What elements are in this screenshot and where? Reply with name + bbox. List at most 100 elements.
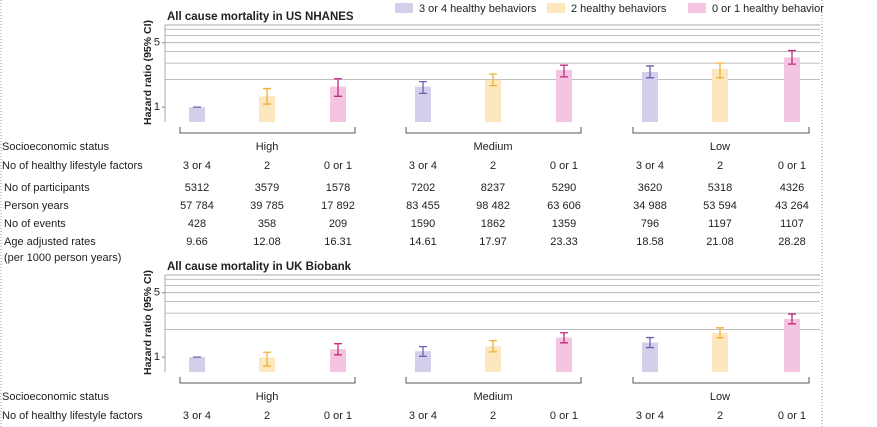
table-cell: 1107: [780, 218, 804, 230]
factor-label: 2: [490, 410, 496, 422]
table-row-label: Age adjusted rates: [4, 236, 96, 248]
y-tick-label: 1: [154, 101, 160, 113]
legend-label: 0 or 1 healthy behavior: [712, 3, 824, 15]
error-bar: [263, 87, 271, 105]
error-bar: [716, 327, 724, 339]
y-tick-label: 5: [154, 37, 160, 49]
group-bracket: [632, 377, 810, 384]
table-row-label: No of events: [4, 218, 66, 230]
factor-label: 2: [490, 160, 496, 172]
group-bracket: [179, 127, 356, 134]
table-row-label: Person years: [4, 200, 69, 212]
row-label: No of healthy lifestyle factors: [2, 160, 143, 172]
table-cell: 9.66: [186, 236, 207, 248]
bar: [784, 319, 800, 372]
table-cell: 5318: [708, 182, 732, 194]
group-bracket: [179, 377, 356, 384]
factor-label: 0 or 1: [324, 410, 352, 422]
row-label: Socioeconomic status: [2, 391, 109, 403]
group-bracket: [405, 377, 582, 384]
table-cell: 8237: [481, 182, 505, 194]
group-label: High: [256, 141, 279, 153]
error-bar: [788, 313, 796, 325]
error-bar: [560, 332, 568, 344]
table-cell: 3620: [638, 182, 662, 194]
table-cell: 358: [258, 218, 276, 230]
factor-label: 3 or 4: [636, 410, 664, 422]
factor-label: 3 or 4: [183, 410, 211, 422]
table-cell: 1197: [708, 218, 732, 230]
factor-label: 0 or 1: [778, 410, 806, 422]
factor-label: 2: [264, 410, 270, 422]
factor-label: 3 or 4: [636, 160, 664, 172]
bar: [259, 96, 275, 122]
table-cell: 16.31: [324, 236, 352, 248]
table-cell: 1862: [481, 218, 505, 230]
group-label: Low: [710, 391, 730, 403]
table-cell: 18.58: [636, 236, 664, 248]
row-label: No of healthy lifestyle factors: [2, 410, 143, 422]
chart-title: All cause mortality in US NHANES: [167, 11, 354, 23]
legend-label: 2 healthy behaviors: [571, 3, 667, 15]
legend-swatch: [547, 3, 565, 13]
bar: [485, 346, 501, 372]
bar: [642, 342, 658, 372]
factor-label: 2: [717, 160, 723, 172]
bar: [556, 337, 572, 372]
table-cell: 34 988: [633, 200, 667, 212]
row-label: Socioeconomic status: [2, 141, 109, 153]
factor-label: 0 or 1: [550, 160, 578, 172]
error-bar: [419, 345, 427, 357]
bar: [556, 69, 572, 122]
table-cell: 57 784: [180, 200, 214, 212]
group-bracket: [632, 127, 810, 134]
table-cell: 1578: [326, 182, 350, 194]
table-cell: 12.08: [253, 236, 281, 248]
table-cell: 5290: [552, 182, 576, 194]
table-cell: 21.08: [706, 236, 734, 248]
table-cell: 209: [329, 218, 347, 230]
factor-label: 0 or 1: [324, 160, 352, 172]
table-cell: 53 594: [703, 200, 737, 212]
error-bar: [489, 339, 497, 353]
error-bar: [560, 64, 568, 78]
table-row-label: No of participants: [4, 182, 90, 194]
y-axis-label: Hazard ratio (95% CI): [142, 20, 154, 125]
table-cell: 17.97: [479, 236, 507, 248]
y-axis-label: Hazard ratio (95% CI): [142, 270, 154, 375]
factor-label: 3 or 4: [183, 160, 211, 172]
error-bar: [419, 81, 427, 95]
bar: [485, 79, 501, 122]
table-cell: 796: [641, 218, 659, 230]
bar: [712, 69, 728, 122]
group-label: Low: [710, 141, 730, 153]
group-label: Medium: [473, 391, 512, 403]
legend-swatch: [688, 3, 706, 13]
table-row-sublabel: (per 1000 person years): [4, 252, 121, 264]
group-label: Medium: [473, 141, 512, 153]
group-bracket: [405, 127, 582, 134]
group-label: High: [256, 391, 279, 403]
factor-label: 0 or 1: [550, 410, 578, 422]
bar: [784, 57, 800, 122]
error-bar: [646, 336, 654, 349]
table-cell: 98 482: [476, 200, 510, 212]
bar: [642, 71, 658, 122]
table-cell: 28.28: [778, 236, 806, 248]
factor-label: 2: [264, 160, 270, 172]
table-cell: 83 455: [406, 200, 440, 212]
bar: [189, 107, 205, 122]
error-bar: [334, 78, 342, 97]
table-cell: 4326: [780, 182, 804, 194]
table-cell: 7202: [411, 182, 435, 194]
table-cell: 428: [188, 218, 206, 230]
table-cell: 5312: [185, 182, 209, 194]
chart-title: All cause mortality in UK Biobank: [167, 261, 352, 273]
bar: [712, 332, 728, 372]
table-cell: 17 892: [321, 200, 355, 212]
error-bar: [788, 49, 796, 65]
bar: [415, 86, 431, 122]
table-cell: 1359: [552, 218, 576, 230]
